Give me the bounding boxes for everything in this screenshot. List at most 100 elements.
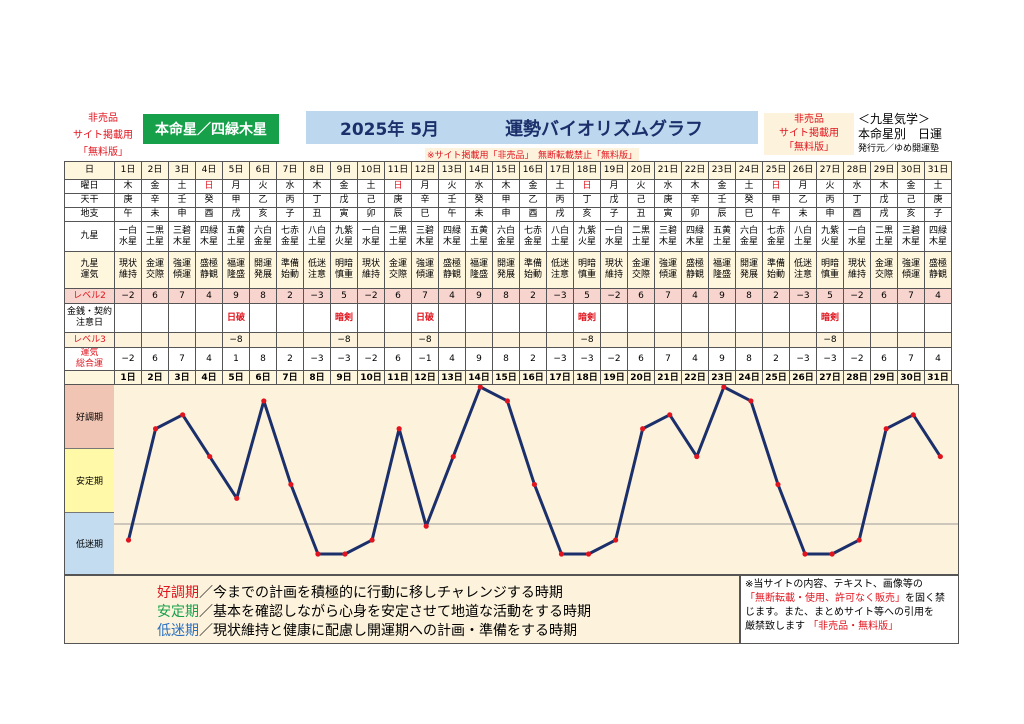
table-cell: 月 [222, 179, 250, 194]
table-cell: 子 [924, 207, 952, 222]
table-cell: 五黄 土星 [222, 221, 250, 252]
table-cell: 30日 [897, 161, 925, 180]
table-cell: 20日 [627, 370, 655, 386]
table-cell: 金 [519, 179, 547, 194]
table-cell: 開運 発展 [735, 251, 763, 289]
table-cell: 庚 [654, 193, 682, 208]
table-cell: 酉 [519, 207, 547, 222]
not-for-sale-line: サイト掲載用 [779, 128, 839, 139]
table-cell: 9 [465, 288, 493, 304]
data-point [125, 537, 132, 543]
table-cell: 四緑 木星 [438, 221, 466, 252]
legend-good: 好調期／今までの計画を積極的に行動に移しチャレンジする時期 [157, 584, 563, 603]
table-cell: −1 [411, 347, 439, 371]
table-cell: 三碧 木星 [411, 221, 439, 252]
table-cell: 木 [681, 179, 709, 194]
table-cell: 強運 傾運 [897, 251, 925, 289]
table-cell: 巳 [411, 207, 439, 222]
table-cell: 金 [330, 179, 358, 194]
table-cell: 5日 [222, 161, 250, 180]
table-cell: 13日 [438, 161, 466, 180]
data-point [937, 453, 943, 460]
table-cell: 日 [573, 179, 601, 194]
table-cell [465, 303, 493, 333]
table-cell: 27日 [816, 161, 844, 180]
table-cell: −8 [411, 332, 439, 348]
data-point [369, 537, 375, 543]
table-cell [438, 332, 466, 348]
row-label: レベル3 [64, 332, 115, 348]
table-cell [897, 303, 925, 333]
table-cell: 福運 隆盛 [222, 251, 250, 289]
data-point [342, 551, 348, 557]
data-point [775, 481, 781, 488]
legend-key: 好調期 [157, 585, 199, 601]
table-cell: 六白 金星 [492, 221, 520, 252]
data-point [721, 385, 727, 390]
row-chishi: 地支午未申酉戌亥子丑寅卯辰巳午未申酉戌亥子丑寅卯辰巳午未申酉戌亥子 [64, 207, 952, 222]
table-cell: 11日 [384, 370, 412, 386]
table-cell: 日 [384, 179, 412, 194]
kyusei-heading: ＜九星気学＞ 本命星別 日運 発行元／ゆめ開運塾 [858, 112, 958, 157]
table-cell: 31日 [924, 161, 952, 180]
table-cell: 三碧 木星 [897, 221, 925, 252]
table-cell: 6日 [249, 161, 277, 180]
table-cell: 申 [168, 207, 196, 222]
data-point [829, 551, 835, 557]
table-cell: 7 [168, 288, 196, 304]
table-cell: 24日 [735, 161, 763, 180]
table-cell [249, 332, 277, 348]
table-cell: 四緑 木星 [195, 221, 223, 252]
table-cell [114, 332, 142, 348]
table-cell: 巳 [735, 207, 763, 222]
table-cell: −3 [330, 347, 358, 371]
table-cell: 三碧 木星 [168, 221, 196, 252]
table-cell: 開運 発展 [249, 251, 277, 289]
table-cell: −8 [222, 332, 250, 348]
table-cell: 未 [789, 207, 817, 222]
table-cell: 木 [870, 179, 898, 194]
table-cell: 6 [384, 347, 412, 371]
not-for-sale-label-left: 非売品 サイト掲載用 「無料版」 [64, 110, 142, 161]
table-cell: 17日 [546, 370, 574, 386]
data-point [748, 398, 754, 404]
table-cell: 9 [708, 288, 736, 304]
table-cell: 5 [330, 288, 358, 304]
table-cell: 六白 金星 [249, 221, 277, 252]
table-cell [843, 332, 871, 348]
biorhythm-chart: 好調期 安定期 低迷期 [64, 384, 959, 575]
data-point [531, 481, 538, 488]
not-for-sale-line: 「無料版」 [784, 142, 834, 153]
table-cell: −2 [114, 288, 142, 304]
row-kyusei: 九星 一白 水星 二黒 土星 三碧 木星 四緑 木星 五黄 土星 六白 金星 七赤 金星 八白 土星 九紫 火星 一白… [64, 221, 952, 252]
table-cell: 子 [276, 207, 304, 222]
legend-low: 低迷期／現状維持と健康に配慮し開運期への計画・準備をする時期 [157, 622, 577, 641]
table-cell: 水 [843, 179, 871, 194]
table-cell: 月 [789, 179, 817, 194]
table-cell: 8 [735, 288, 763, 304]
table-cell: 土 [924, 179, 952, 194]
table-cell: 己 [357, 193, 385, 208]
table-cell: 26日 [789, 161, 817, 180]
table-cell: 水 [465, 179, 493, 194]
table-cell [438, 303, 466, 333]
table-cell: 現状 維持 [357, 251, 385, 289]
table-cell: 4 [195, 288, 223, 304]
row-label: 地支 [64, 207, 115, 222]
data-point [477, 385, 483, 390]
table-cell: 暗剣 [573, 303, 601, 333]
table-cell: 九紫 火星 [330, 221, 358, 252]
table-cell: 強運 傾運 [411, 251, 439, 289]
table-cell: 卯 [357, 207, 385, 222]
table-cell: 甲 [222, 193, 250, 208]
data-point [856, 537, 862, 543]
table-cell: 暗剣 [816, 303, 844, 333]
table-cell: −8 [816, 332, 844, 348]
table-cell: 日破 [411, 303, 439, 333]
table-cell: 九紫 火星 [573, 221, 601, 252]
table-cell: 7 [897, 347, 925, 371]
table-cell: 戌 [870, 207, 898, 222]
table-cell: 壬 [438, 193, 466, 208]
table-cell: 20日 [627, 161, 655, 180]
data-point [585, 551, 592, 557]
